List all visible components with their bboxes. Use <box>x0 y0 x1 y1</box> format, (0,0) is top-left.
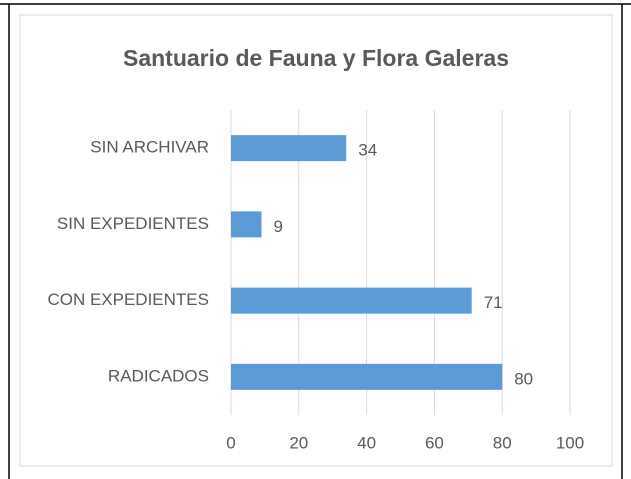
x-tick-label: 60 <box>425 433 444 452</box>
bar <box>231 287 472 314</box>
x-tick-label: 100 <box>556 433 584 452</box>
bar <box>231 211 262 238</box>
y-tick-label: RADICADOS <box>108 366 209 385</box>
x-tick-label: 80 <box>493 433 512 452</box>
x-tick-label: 40 <box>357 433 376 452</box>
y-tick-label: SIN EXPEDIENTES <box>57 214 209 233</box>
y-tick-label: CON EXPEDIENTES <box>47 290 209 309</box>
chart-frame <box>19 14 613 467</box>
value-label: 9 <box>274 217 283 236</box>
x-tick-label: 20 <box>289 433 308 452</box>
value-label: 80 <box>514 369 533 388</box>
bar <box>231 363 503 390</box>
value-label: 71 <box>484 293 503 312</box>
chart-title: Santuario de Fauna y Flora Galeras <box>123 45 509 71</box>
value-label: 34 <box>358 141 377 160</box>
bar <box>231 135 347 162</box>
x-tick-label: 0 <box>226 433 235 452</box>
y-tick-label: SIN ARCHIVAR <box>90 138 209 157</box>
